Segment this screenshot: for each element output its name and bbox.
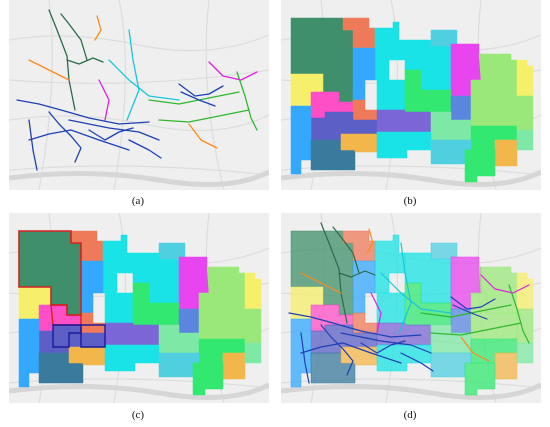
zone-14: [450, 308, 472, 334]
network-line-19: [400, 352, 434, 372]
basemap-background: [9, 0, 269, 190]
network-line-2: [366, 228, 374, 254]
network-line-4: [28, 59, 70, 81]
panel-c-zone-map-highlighted: [9, 213, 269, 403]
network-line-6: [48, 111, 82, 163]
network-line-15: [180, 91, 216, 107]
zone-26: [494, 352, 518, 380]
zone-23: [340, 133, 378, 153]
zone-17: [104, 322, 160, 346]
zone-27: [192, 362, 224, 396]
network-line-18: [370, 292, 382, 334]
network-line-7: [340, 332, 432, 354]
zone-28: [516, 129, 534, 151]
map-d-svg: [281, 213, 541, 403]
zone-26: [494, 139, 518, 167]
zone-23: [68, 346, 106, 366]
zone-28: [516, 342, 534, 364]
zone-20: [516, 95, 534, 131]
network-line-17: [508, 284, 530, 344]
basemap-road: [205, 0, 225, 190]
zone-21: [290, 105, 312, 175]
zone-20: [516, 308, 534, 344]
river: [281, 382, 541, 400]
network-line-11: [126, 29, 140, 121]
zone-26: [222, 352, 246, 380]
network-line-14: [178, 83, 224, 97]
caption-c: (c): [131, 409, 145, 421]
network-line-6: [320, 324, 354, 376]
highlight-outline-blue-2: [80, 324, 106, 348]
network-line-9: [88, 127, 134, 141]
zone-24: [376, 344, 432, 372]
network-line-3: [66, 57, 104, 65]
network-line-5: [288, 312, 422, 338]
network-line-16: [208, 61, 258, 81]
zone-14: [178, 308, 200, 334]
basemap-road: [9, 34, 269, 52]
zone-27: [464, 149, 496, 183]
zone-27: [464, 362, 496, 396]
basemap-road: [9, 165, 269, 176]
network-line-7: [68, 119, 160, 141]
network-line-21: [188, 123, 218, 149]
network-line-1: [332, 226, 360, 274]
basemap-road: [38, 0, 53, 190]
network-line-13: [158, 109, 250, 123]
network-line-9: [360, 340, 406, 354]
network-line-21: [460, 336, 490, 362]
zone-21: [18, 318, 40, 388]
network-line-3: [338, 270, 376, 278]
network-line-1: [60, 13, 88, 61]
zone-12: [376, 292, 406, 324]
network-line-8: [28, 129, 130, 151]
zone-12: [104, 292, 134, 324]
network-line-19: [128, 139, 162, 159]
panel-a-network-map: [9, 0, 269, 190]
network-line-20: [28, 119, 38, 171]
river: [9, 382, 269, 400]
network-line-8: [300, 342, 402, 364]
zone-17: [376, 109, 432, 133]
network-line-13: [430, 322, 522, 336]
map-b-svg: [281, 0, 541, 190]
panel-d-zone-network-overlay: [281, 213, 541, 403]
map-a-svg: [9, 0, 269, 190]
zone-5: [158, 242, 186, 260]
network-line-15: [452, 304, 488, 320]
network-line-5: [16, 99, 150, 125]
map-c-svg: [9, 213, 269, 403]
network-line-18: [98, 79, 110, 121]
network-line-4: [300, 272, 342, 294]
zone-24: [376, 131, 432, 159]
network-line-17: [236, 71, 258, 131]
network-line-12: [148, 91, 240, 105]
river: [281, 169, 541, 187]
zone-24: [104, 344, 160, 372]
zone-5: [430, 29, 458, 47]
basemap-road: [9, 69, 269, 84]
network-line-2: [94, 15, 102, 41]
network-line-14: [450, 296, 496, 310]
river: [9, 169, 269, 187]
panel-b-zone-map: [281, 0, 541, 190]
zone-5: [430, 242, 458, 260]
network-line-16: [480, 274, 530, 294]
network-line-0: [320, 222, 348, 324]
caption-a: (a): [131, 195, 145, 207]
network-line-20: [300, 332, 310, 384]
zone-12: [376, 79, 406, 111]
zone-14: [450, 95, 472, 121]
network-line-12: [420, 304, 512, 318]
caption-b: (b): [403, 195, 417, 207]
zone-20: [244, 308, 262, 344]
zone-28: [244, 342, 262, 364]
caption-d: (d): [403, 409, 417, 421]
network-line-11: [398, 242, 412, 334]
network-line-0: [48, 9, 76, 111]
